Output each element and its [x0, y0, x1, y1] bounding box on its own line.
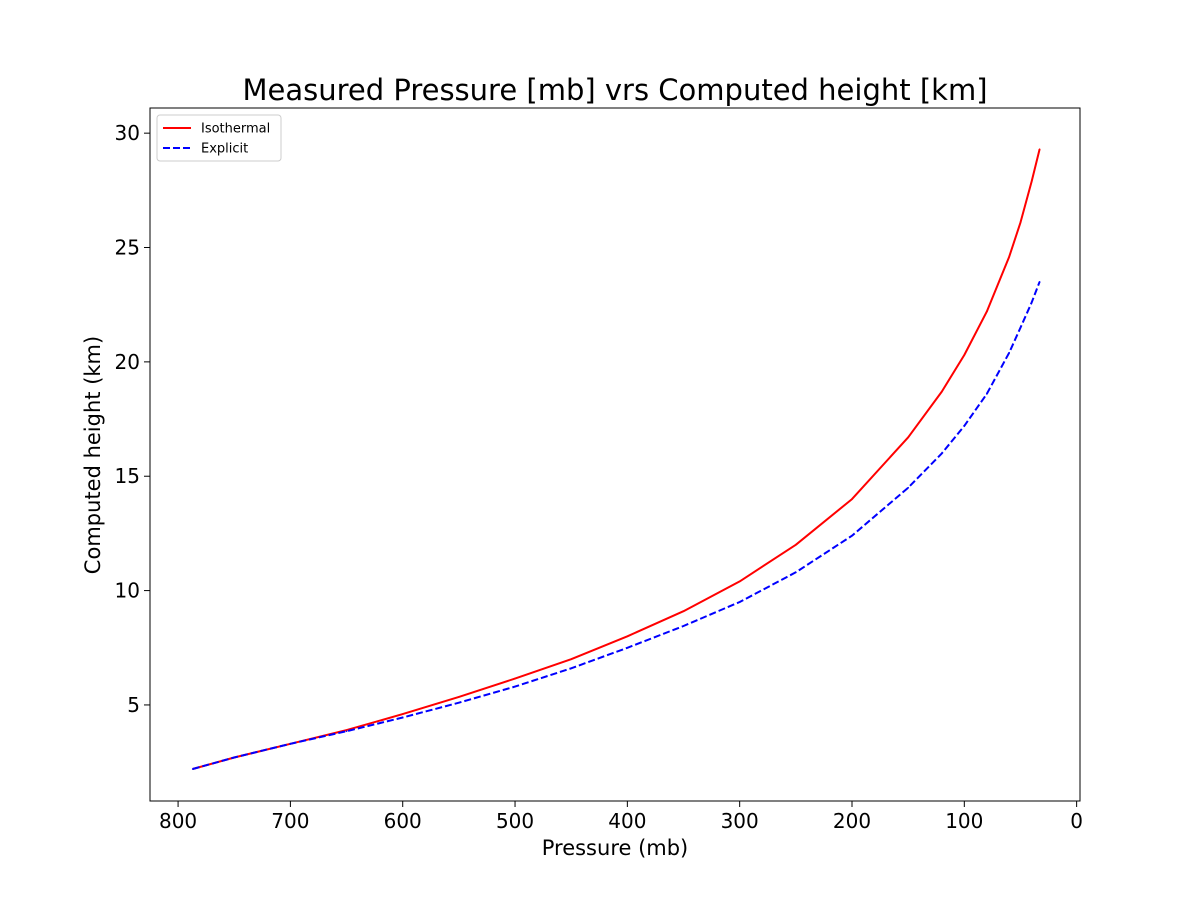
data-point-isothermal	[907, 436, 909, 439]
chart-title: Measured Pressure [mb] vrs Computed heig…	[242, 73, 987, 107]
y-axis: 5 10 15 20 25 30	[115, 121, 150, 717]
data-point-isothermal	[1019, 221, 1022, 224]
data-point-explicit	[401, 716, 404, 719]
data-point-isothermal	[570, 658, 572, 660]
data-point-isothermal	[986, 310, 988, 313]
x-axis-label: Pressure (mb)	[542, 836, 689, 860]
y-tick-label: 10	[115, 579, 140, 603]
legend-label-explicit: Explicit	[201, 142, 248, 157]
data-point-isothermal	[795, 544, 797, 546]
data-point-explicit	[458, 701, 460, 704]
data-point-explicit	[1038, 281, 1041, 283]
data-point-isothermal	[1038, 148, 1041, 150]
data-point-explicit	[941, 452, 943, 455]
x-tick-label: 200	[833, 809, 871, 833]
data-point-isothermal	[941, 390, 943, 393]
x-tick-label: 700	[271, 809, 309, 833]
data-point-explicit	[233, 756, 235, 759]
legend-label-isothermal: Isothermal	[201, 122, 270, 137]
data-point-isothermal	[626, 635, 629, 638]
y-axis-label: Computed height (km)	[81, 336, 105, 574]
legend: Isothermal Explicit	[156, 114, 282, 162]
y-tick-label: 25	[115, 236, 140, 260]
x-tick-label: 100	[945, 809, 983, 833]
data-point-isothermal	[345, 729, 348, 731]
legend-box	[156, 114, 282, 162]
data-point-isothermal	[1030, 180, 1033, 182]
data-point-explicit	[345, 730, 348, 732]
plot-area	[149, 107, 1081, 802]
x-tick-label: 500	[496, 809, 534, 833]
data-point-explicit	[191, 768, 194, 770]
data-point-explicit	[1008, 351, 1010, 354]
x-tick-label: 600	[384, 809, 422, 833]
data-point-explicit	[289, 743, 292, 745]
x-tick-label: 0	[1070, 809, 1083, 833]
data-point-isothermal	[514, 677, 516, 680]
data-point-isothermal	[682, 610, 685, 612]
data-point-isothermal	[851, 498, 853, 500]
x-tick-label: 300	[721, 809, 759, 833]
y-tick-label: 20	[115, 350, 140, 374]
data-point-explicit	[738, 601, 741, 603]
x-tick-label: 800	[159, 809, 197, 833]
y-tick-label: 30	[115, 121, 140, 145]
data-point-explicit	[682, 625, 685, 627]
x-axis: 800 700 600 500 400 300 200 100 0	[159, 801, 1083, 833]
data-point-explicit	[514, 685, 516, 688]
data-point-explicit	[1019, 326, 1022, 329]
y-tick-label: 5	[127, 693, 140, 717]
data-point-explicit	[1030, 301, 1033, 304]
data-point-explicit	[626, 647, 629, 649]
data-point-isothermal	[738, 580, 741, 583]
data-point-isothermal	[458, 696, 460, 698]
data-point-explicit	[851, 534, 853, 537]
y-tick-label: 15	[115, 464, 140, 488]
series-layer	[191, 148, 1041, 770]
data-point-isothermal	[963, 354, 966, 356]
data-point-explicit	[963, 425, 966, 427]
data-point-isothermal	[401, 713, 404, 715]
data-point-explicit	[986, 393, 988, 395]
data-point-explicit	[907, 486, 909, 489]
data-point-isothermal	[1008, 255, 1010, 258]
x-tick-label: 400	[608, 809, 646, 833]
data-point-explicit	[795, 571, 797, 574]
data-point-explicit	[570, 667, 572, 670]
